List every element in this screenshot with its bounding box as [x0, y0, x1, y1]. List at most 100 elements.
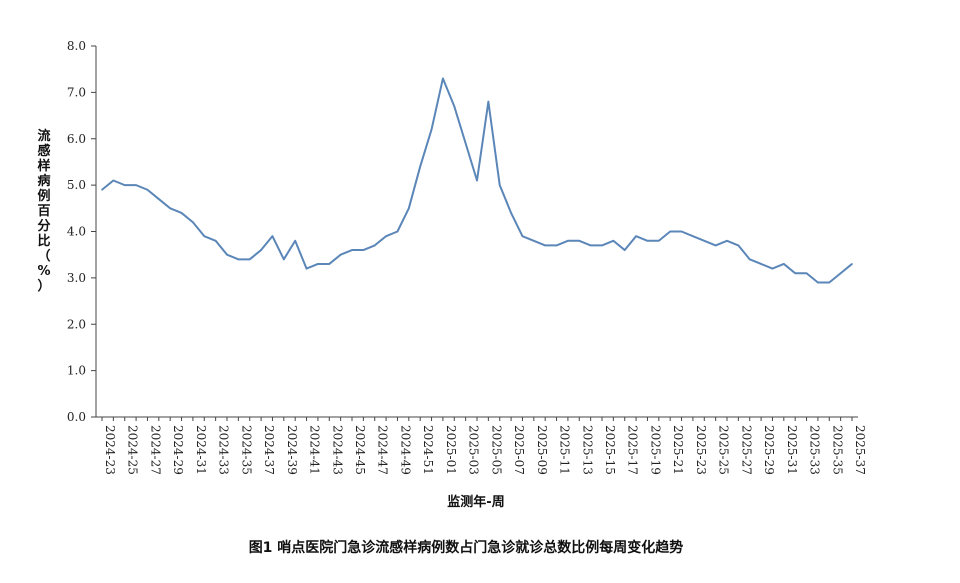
data-point: [817, 281, 819, 284]
x-tick-label: 2024-35: [239, 425, 253, 475]
data-point: [601, 244, 603, 247]
y-axis-title-char: （: [37, 248, 50, 264]
data-point: [158, 198, 160, 200]
x-tick-label: 2025-23: [694, 425, 708, 475]
y-axis-title-char: 分: [37, 218, 50, 234]
x-tick-label: 2025-25: [717, 425, 731, 475]
x-tick-label: 2024-31: [194, 425, 208, 475]
data-point: [112, 179, 115, 182]
data-point: [692, 235, 694, 237]
x-tick-label: 2025-05: [489, 425, 503, 475]
data-point: [555, 244, 558, 247]
data-point: [271, 235, 274, 237]
data-point: [589, 244, 592, 247]
data-point: [237, 258, 240, 261]
series-group: [101, 77, 853, 284]
data-point: [203, 235, 206, 237]
x-tick-label: 2025-27: [739, 425, 753, 475]
data-point: [362, 249, 365, 251]
data-point: [476, 179, 478, 182]
data-point: [521, 235, 524, 237]
data-point: [283, 258, 285, 261]
x-tick-label: 2025-37: [853, 425, 867, 475]
x-tick-label: 2025-15: [603, 425, 617, 475]
x-tick-label: 2025-21: [671, 425, 685, 475]
x-tick-label: 2024-49: [398, 425, 412, 475]
y-tick-label: 6.0: [67, 132, 86, 146]
x-tick-label: 2025-35: [830, 425, 844, 475]
x-tick-label: 2025-29: [762, 425, 776, 475]
data-point: [101, 188, 103, 191]
y-tick-label: 2.0: [67, 317, 86, 331]
data-point: [487, 100, 490, 103]
data-point: [714, 244, 717, 247]
data-point: [419, 165, 421, 168]
data-point: [839, 272, 842, 275]
data-point: [748, 258, 751, 261]
y-axis-title-char: 感: [37, 143, 50, 159]
data-point: [453, 105, 456, 108]
data-point: [248, 258, 251, 261]
data-point: [760, 263, 762, 265]
data-point: [408, 207, 410, 210]
data-point: [726, 239, 728, 242]
data-point: [135, 184, 137, 186]
y-tick-label: 4.0: [67, 225, 86, 239]
data-point: [226, 253, 228, 256]
y-axis-title-char: %: [37, 264, 50, 279]
x-tick-label: 2025-31: [785, 425, 799, 475]
data-point: [169, 207, 171, 210]
data-point: [442, 77, 444, 80]
x-tick-label: 2025-13: [580, 425, 594, 475]
data-point: [396, 230, 399, 233]
data-point: [828, 281, 831, 284]
data-point: [385, 235, 387, 237]
y-tick-label: 0.0: [67, 410, 86, 424]
y-axis-title-char: 病: [37, 173, 50, 189]
data-point: [771, 267, 774, 270]
data-point: [305, 267, 308, 270]
y-axis-title: 流感样病例百分比（%）: [37, 128, 50, 294]
y-tick-label: 8.0: [67, 39, 86, 53]
data-point: [612, 239, 615, 242]
data-point: [567, 239, 569, 242]
x-tick-label: 2025-33: [808, 425, 822, 475]
data-point: [373, 244, 376, 247]
data-point: [658, 239, 660, 242]
data-point: [192, 221, 194, 224]
y-tick-label: 7.0: [67, 85, 86, 99]
x-tick-label: 2025-17: [626, 425, 640, 475]
y-tick-label: 5.0: [67, 178, 86, 192]
x-tick-label: 2025-01: [444, 425, 458, 475]
y-axis-title-char: 样: [37, 158, 50, 174]
data-point: [339, 253, 342, 256]
data-point: [510, 212, 512, 214]
data-point: [623, 249, 626, 251]
data-point: [669, 230, 671, 233]
x-tick-label: 2024-41: [308, 425, 322, 475]
data-point: [214, 239, 217, 242]
x-tick-label: 2024-25: [126, 425, 140, 475]
y-tick-label: 3.0: [67, 271, 86, 285]
x-tick-label: 2025-03: [467, 425, 481, 475]
data-point: [635, 235, 637, 237]
data-point: [544, 244, 546, 247]
data-point: [646, 239, 649, 242]
data-point: [180, 212, 183, 214]
y-axis-title-char: 比: [37, 233, 50, 249]
x-tick-label: 2024-45: [353, 425, 367, 475]
data-point: [123, 184, 126, 186]
y-tick-label: 1.0: [67, 364, 86, 378]
x-tick-label: 2024-27: [148, 425, 162, 475]
y-axis-title-char: ）: [37, 278, 50, 294]
x-tick-label: 2025-07: [512, 425, 526, 475]
data-point: [351, 249, 353, 251]
x-tick-label: 2024-23: [103, 425, 117, 475]
y-axis-title-char: 百: [37, 204, 50, 219]
x-tick-label: 2024-29: [171, 425, 185, 475]
x-tick-label: 2024-47: [376, 425, 390, 475]
data-point: [328, 263, 331, 265]
data-point: [680, 230, 683, 233]
y-axis-title-char: 例: [37, 188, 50, 204]
